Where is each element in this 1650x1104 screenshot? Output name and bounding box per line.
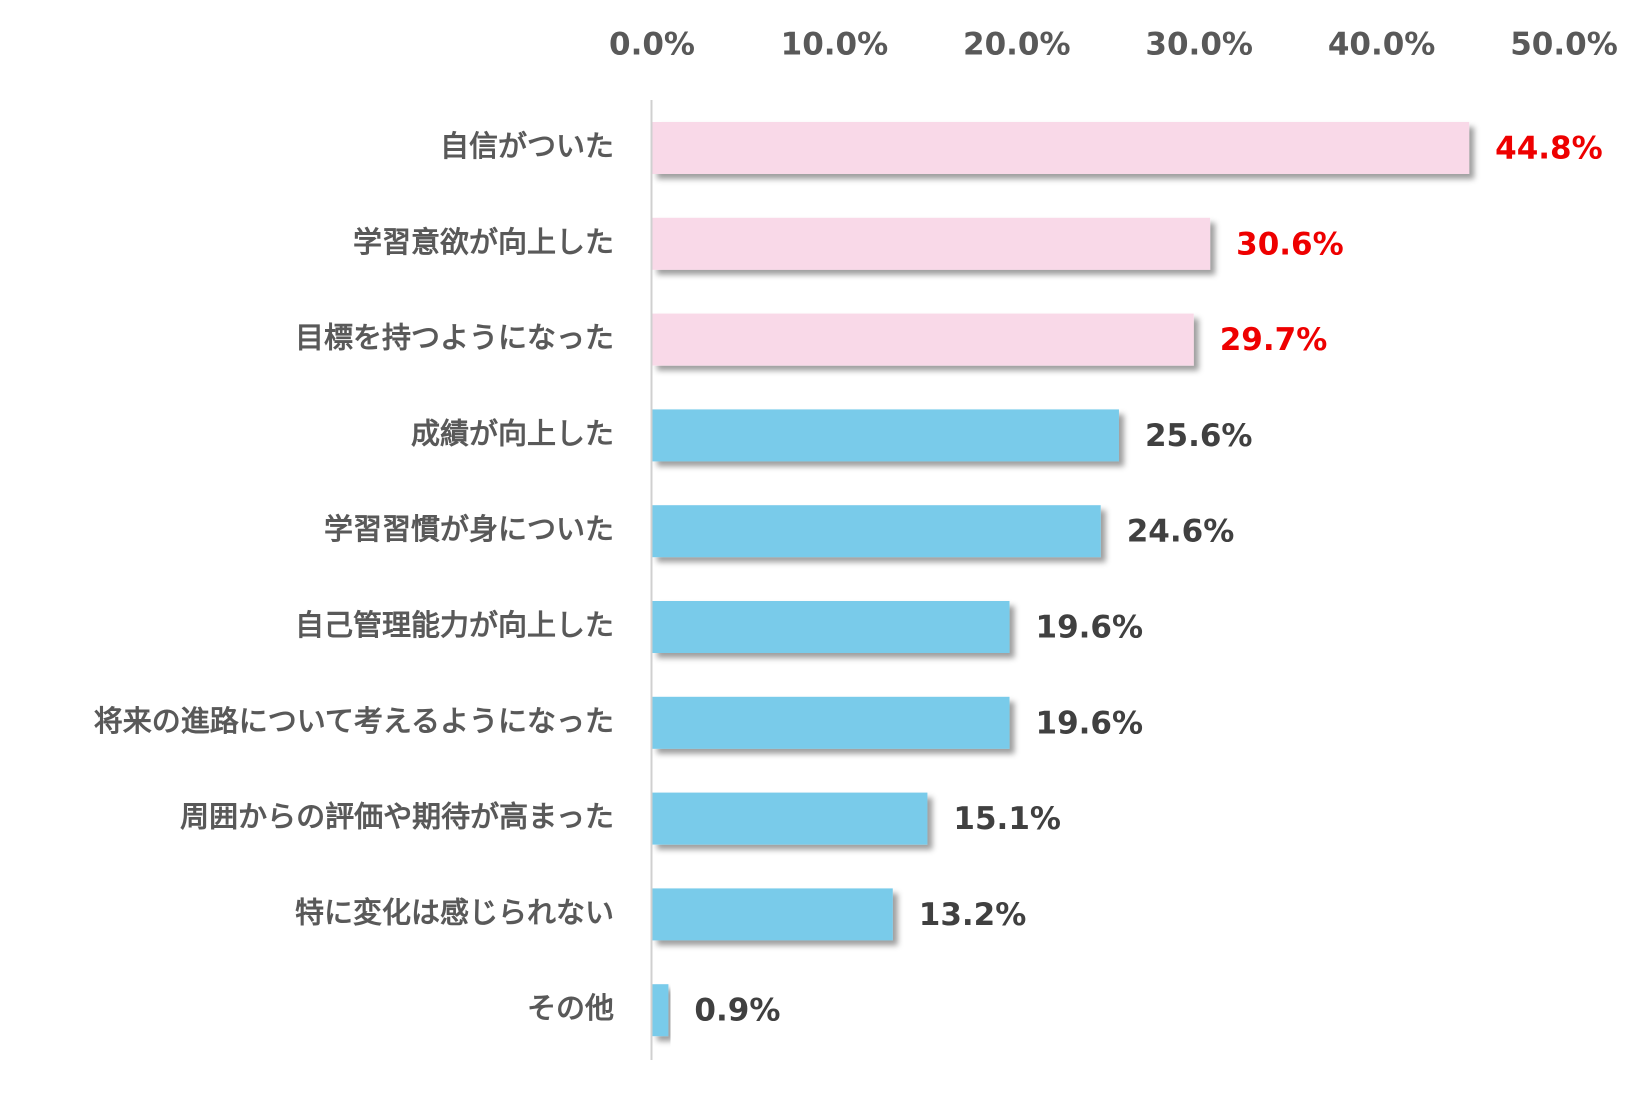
category-label: 将来の進路について考えるようになった xyxy=(94,704,614,738)
bar xyxy=(652,792,928,845)
x-tick-label: 10.0% xyxy=(781,27,889,63)
category-label: 周囲からの評価や期待が高まった xyxy=(180,800,614,834)
bar xyxy=(652,505,1101,558)
value-label: 13.2% xyxy=(919,897,1027,933)
x-tick-label: 20.0% xyxy=(963,27,1071,63)
value-label: 15.1% xyxy=(953,801,1061,837)
x-tick-label: 30.0% xyxy=(1145,27,1253,63)
value-label: 19.6% xyxy=(1036,610,1144,646)
bar xyxy=(652,601,1010,653)
value-label: 30.6% xyxy=(1236,226,1344,262)
category-label: 成績が向上した xyxy=(411,416,614,450)
value-label: 29.7% xyxy=(1220,322,1328,358)
value-label: 24.6% xyxy=(1127,514,1235,550)
bar xyxy=(652,122,1470,174)
value-labels: 44.8% 30.6% 29.7% 25.6% 24.6% 19.6% 19.6% 15.1%… xyxy=(694,131,1602,1029)
category-label: 特に変化は感じられない xyxy=(295,895,614,929)
category-label: 自信がついた xyxy=(440,129,614,163)
category-label: 目標を持つようになった xyxy=(295,321,614,355)
category-label: その他 xyxy=(527,991,614,1025)
category-label: 学習習慣が身についた xyxy=(324,512,614,546)
value-label: 19.6% xyxy=(1036,705,1144,741)
x-tick-label: 50.0% xyxy=(1510,27,1618,63)
bar xyxy=(652,984,669,1037)
category-label: 自己管理能力が向上した xyxy=(295,608,614,642)
bar xyxy=(652,313,1194,366)
x-tick-label: 0.0% xyxy=(609,27,695,63)
category-label: 学習意欲が向上した xyxy=(353,225,614,259)
x-axis-ticks: 0.0% 10.0% 20.0% 30.0% 40.0% 50.0% xyxy=(609,27,1618,63)
bar xyxy=(652,888,893,941)
bar xyxy=(652,409,1119,462)
bars xyxy=(652,122,1470,1037)
value-label: 44.8% xyxy=(1495,131,1603,167)
category-labels: 自信がついた学習意欲が向上した目標を持つようになった成績が向上した学習習慣が身に… xyxy=(94,129,614,1025)
x-tick-label: 40.0% xyxy=(1328,27,1436,63)
bar xyxy=(652,696,1010,749)
value-label: 0.9% xyxy=(694,993,780,1029)
value-label: 25.6% xyxy=(1145,418,1253,454)
bar xyxy=(652,217,1211,270)
